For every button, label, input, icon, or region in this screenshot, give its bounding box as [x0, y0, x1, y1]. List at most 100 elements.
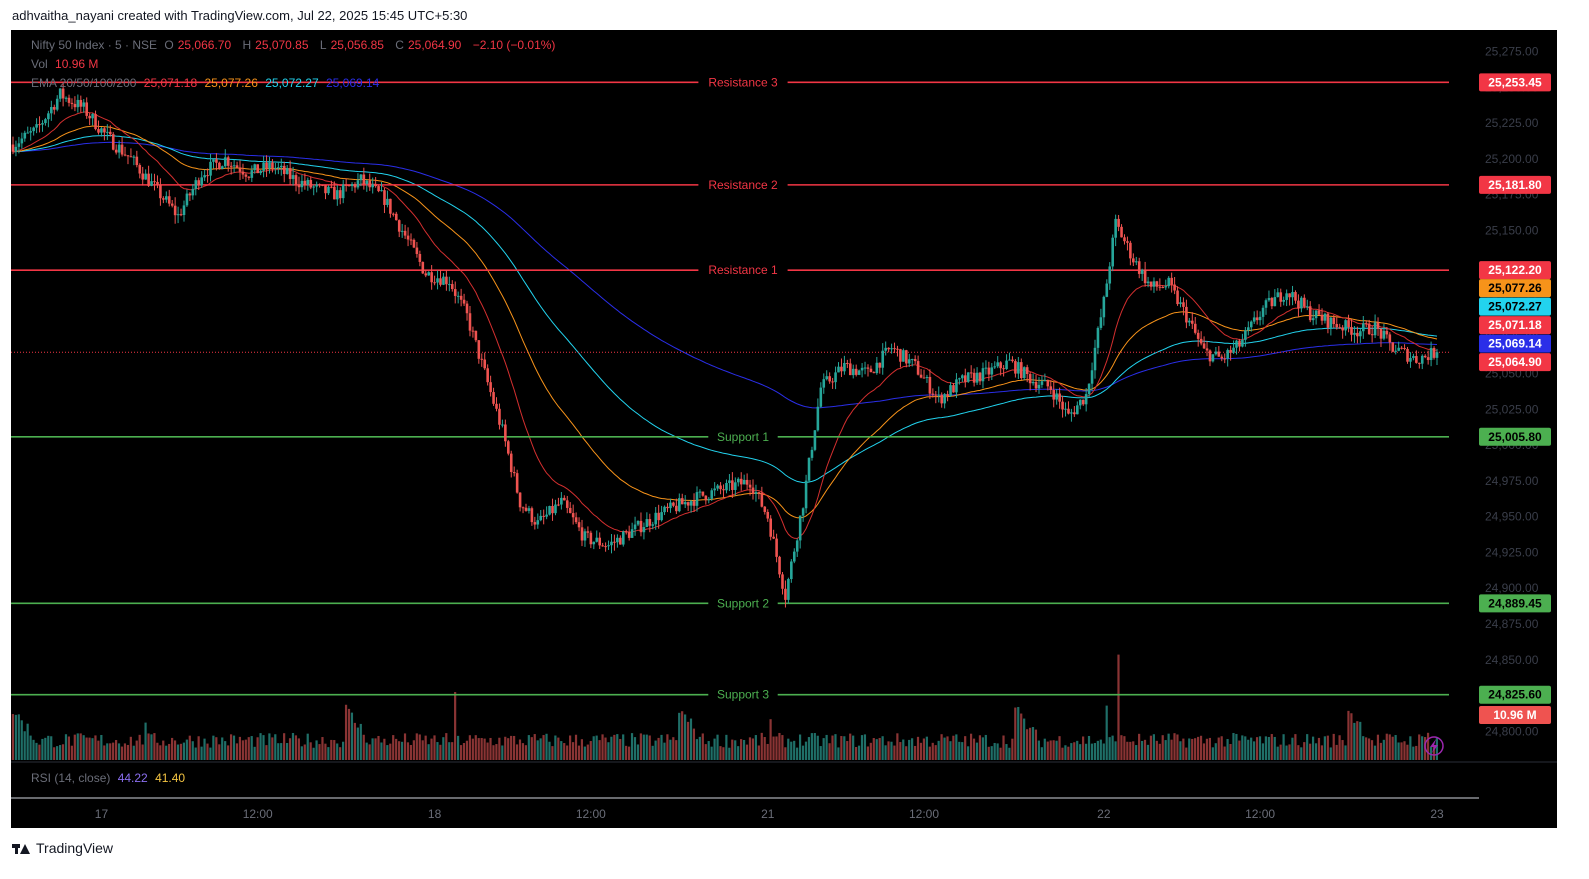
candle-body — [274, 167, 277, 169]
candle-body — [1420, 355, 1424, 364]
volume-bar — [580, 739, 584, 760]
candle-body — [751, 487, 755, 494]
candle-body — [916, 361, 920, 375]
candle-body — [244, 174, 248, 177]
volume-bar — [958, 741, 961, 760]
candle-body — [990, 367, 994, 375]
candle-body — [878, 362, 882, 368]
candle-body — [857, 370, 861, 375]
candle-body — [1043, 379, 1047, 382]
candle-body — [645, 519, 649, 528]
candle-body — [58, 88, 62, 99]
volume-bar — [76, 733, 79, 760]
volume-bar — [380, 742, 383, 760]
volume-bar — [601, 734, 604, 760]
candle-body — [279, 165, 283, 168]
candle-body — [170, 203, 174, 206]
candle-body — [822, 379, 826, 388]
candle-body — [241, 171, 245, 175]
candle-body — [1087, 383, 1091, 395]
candle-body — [1382, 330, 1386, 339]
volume-bar — [1046, 741, 1049, 760]
level-label-bg — [708, 428, 778, 445]
candle-body — [501, 424, 504, 426]
volume-bar — [395, 738, 398, 760]
candle-body — [657, 512, 660, 521]
volume-bar — [365, 742, 368, 760]
price-tick-label: 25,025.00 — [1485, 402, 1539, 416]
volume-bar — [132, 745, 135, 760]
candle-body — [44, 119, 47, 124]
volume-bar — [648, 735, 651, 760]
volume-bar — [1314, 743, 1318, 760]
candle-body — [955, 379, 958, 393]
tradingview-logo[interactable]: TradingView — [12, 840, 113, 856]
candle-body — [748, 484, 752, 488]
candle-body — [754, 492, 758, 494]
candle-body — [592, 541, 596, 545]
candle-body — [943, 394, 946, 404]
level-price-tag: 25,005.80 — [1488, 430, 1542, 444]
candle-body — [707, 498, 711, 501]
candle-body — [356, 180, 360, 188]
candle-body — [52, 107, 56, 110]
volume-bar — [1208, 737, 1211, 760]
volume-bar — [1205, 738, 1209, 760]
rsi-label[interactable]: RSI (14, close) — [31, 771, 111, 785]
candle-body — [660, 512, 663, 521]
candle-body — [1017, 362, 1020, 374]
volume-bar — [769, 719, 772, 760]
candle-body — [563, 497, 566, 501]
candle-body — [731, 480, 734, 490]
volume-bar — [834, 734, 837, 760]
volume-bar — [713, 738, 716, 760]
candle-body — [913, 359, 917, 362]
volume-label[interactable]: Vol — [31, 57, 48, 71]
candle-body — [250, 170, 254, 178]
volume-bar — [165, 745, 168, 760]
candle-body — [94, 114, 97, 130]
support-resistance-levels: Resistance 3 Resistance 2 Resistance 1 Supp… — [11, 74, 1449, 703]
volume-bar — [625, 745, 628, 760]
volume-bar — [1297, 745, 1300, 760]
candle-body — [678, 498, 681, 512]
volume-bar — [1194, 738, 1197, 760]
ema-label[interactable]: EMA 20/50/100/200 — [31, 76, 137, 90]
volume-bar — [1191, 738, 1194, 760]
candle-body — [837, 366, 840, 373]
volume-bar — [542, 735, 545, 760]
candle-body — [745, 479, 749, 485]
volume-bar — [47, 735, 50, 760]
ema20-value: 25,071.18 — [143, 76, 198, 90]
volume-bar — [241, 740, 244, 760]
candle-body — [498, 408, 501, 425]
candle-body — [389, 198, 392, 214]
candle-body — [167, 196, 171, 204]
volume-bar — [1173, 733, 1176, 760]
candle-body — [330, 186, 333, 188]
volume-bar — [1052, 740, 1055, 760]
candle-body — [374, 184, 377, 187]
candle-body — [807, 457, 811, 481]
volume-bar — [740, 739, 743, 760]
volume-bar — [627, 746, 631, 760]
candlestick-chart[interactable]: Resistance 3 Resistance 2 Resistance 1 Supp… — [11, 30, 1557, 828]
volume-bar — [1037, 740, 1040, 760]
volume-bar — [1397, 742, 1400, 760]
candle-body — [256, 164, 260, 174]
volume-bar — [283, 733, 286, 760]
volume-bar — [227, 745, 230, 760]
volume-bar — [548, 741, 551, 760]
volume-bar — [925, 736, 928, 760]
volume-bar — [972, 738, 976, 760]
symbol-name[interactable]: Nifty 50 Index · 5 · NSE — [31, 38, 158, 52]
candle-body — [1385, 330, 1389, 335]
volume-bar — [819, 746, 822, 760]
level-price-tag-bg — [1479, 175, 1551, 194]
candle-body — [580, 527, 584, 541]
volume-bar — [1138, 733, 1141, 760]
candle-body — [1326, 313, 1330, 328]
high-label: H — [242, 38, 252, 52]
volume-bar — [778, 732, 781, 760]
candle-body — [781, 574, 784, 589]
